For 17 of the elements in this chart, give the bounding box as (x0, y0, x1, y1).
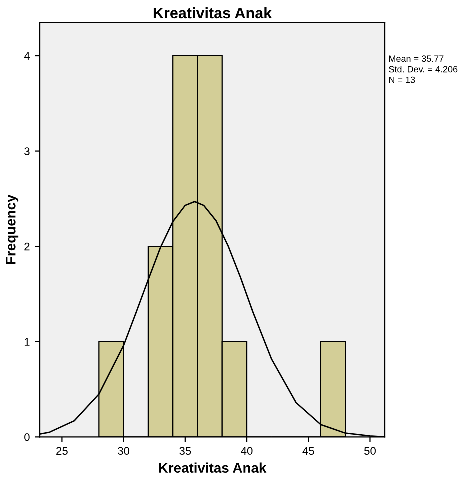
text: N = 13 (389, 76, 416, 84)
x-tick-label: 50 (364, 447, 376, 456)
text: Std. Dev. = 4.206 (389, 66, 458, 73)
y-tick-label: 1 (24, 338, 30, 346)
x-tick-label: 45 (302, 447, 314, 456)
y-axis-title: Frequency (6, 194, 19, 264)
x-tick-label: 25 (56, 447, 68, 456)
x-axis-title: Kreativitas Anak (159, 462, 267, 474)
x-tick-label: 40 (241, 447, 253, 456)
text: Mean = 35.77 (389, 56, 444, 62)
y-tick-label: 3 (24, 148, 30, 156)
y-tick-label: 4 (24, 52, 30, 60)
x-tick-label: 35 (180, 447, 192, 456)
x-tick-label: 30 (118, 447, 130, 456)
y-tick-label: 0 (24, 433, 30, 442)
y-tick-label: 2 (24, 242, 30, 251)
chart-title: Kreativitas Anak (154, 7, 272, 19)
